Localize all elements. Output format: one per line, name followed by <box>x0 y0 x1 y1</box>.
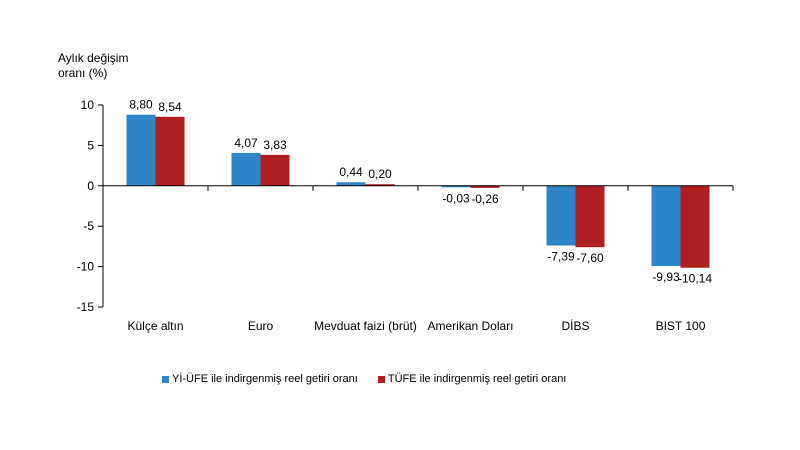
legend-swatch-blue <box>162 375 169 383</box>
bar-yi-ufe <box>336 182 366 186</box>
bar-tufe <box>155 116 185 186</box>
data-label: -9,93 <box>652 270 680 284</box>
data-labels: 8,80 8,544,07 3,830,44 0,20-0,03 -0,26-7,39-… <box>129 98 712 286</box>
y-tick-label: 10 <box>81 98 95 112</box>
y-axis-ticks: 10 5 0 -5 -10 -15 <box>77 98 103 314</box>
axes <box>102 105 734 307</box>
bars <box>126 114 710 268</box>
data-label: -0,03 <box>442 191 470 205</box>
y-axis-title-line: oranı (%) <box>58 66 107 80</box>
bar-tufe <box>260 154 290 186</box>
data-label: 3,83 <box>263 138 287 152</box>
data-label: 8,80 <box>129 98 153 112</box>
data-label: -7,39 <box>547 250 575 264</box>
x-axis-ticks: Külçe altın Euro Mevduat faizi (brüt) Ameri… <box>127 319 705 333</box>
data-label: 0,20 <box>368 167 392 181</box>
data-label: 8,54 <box>158 100 182 114</box>
y-tick-label: -5 <box>83 219 94 233</box>
legend-label-tufe: TÜFE ile indirgenmiş reel getiri oranı <box>387 373 567 385</box>
x-tick-label: DİBS <box>561 319 589 333</box>
data-label: 4,07 <box>234 136 258 150</box>
y-tick-label: 5 <box>87 138 94 152</box>
bar-tufe <box>575 185 605 248</box>
data-label: -7,60 <box>576 251 604 265</box>
x-tick-label: Amerikan Doları <box>427 319 513 333</box>
bar-yi-ufe <box>126 114 156 186</box>
bar-tufe <box>680 185 710 268</box>
bar-tufe <box>470 185 500 188</box>
y-axis-title-line: Aylık değişim <box>58 51 128 65</box>
y-tick-label: -15 <box>77 300 95 314</box>
legend-swatch-red <box>377 375 385 383</box>
data-label: -0,26 <box>471 192 499 206</box>
legend-item-yi-ufe: Yİ-ÜFE ile indirgenmiş reel getiri oranı <box>162 373 358 385</box>
y-tick-label: 0 <box>87 179 94 193</box>
data-label: 0,44 <box>339 165 363 179</box>
x-tick-label: Mevduat faizi (brüt) <box>314 319 417 333</box>
legend: Yİ-ÜFE ile indirgenmiş reel getiri oranı… <box>162 373 566 385</box>
bar-yi-ufe <box>231 152 261 186</box>
legend-label-yi-ufe: Yİ-ÜFE ile indirgenmiş reel getiri oranı <box>172 373 358 385</box>
x-tick-label: BIST 100 <box>656 319 706 333</box>
bar-yi-ufe <box>441 185 471 188</box>
y-tick-label: -10 <box>77 260 95 274</box>
x-tick-label: Külçe altın <box>127 319 183 333</box>
data-label: -10,14 <box>678 272 712 286</box>
bar-yi-ufe <box>546 185 576 246</box>
x-tick-label: Euro <box>248 319 274 333</box>
bar-yi-ufe <box>651 185 681 267</box>
bar-tufe <box>365 184 395 186</box>
legend-item-tufe: TÜFE ile indirgenmiş reel getiri oranı <box>377 373 567 385</box>
